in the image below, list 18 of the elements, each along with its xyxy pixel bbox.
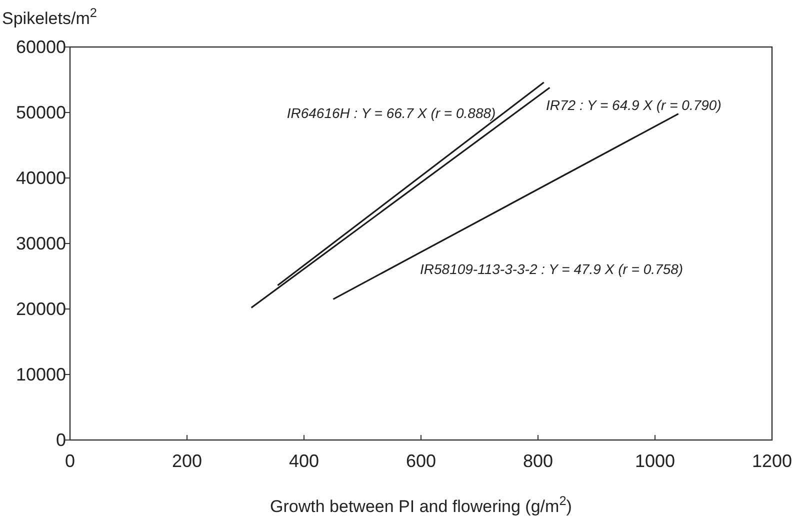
y-tick-label: 30000: [16, 234, 66, 254]
y-axis-title: Spikelets/m$^{2}$: [2, 4, 97, 28]
x-tick-label: 1000: [634, 451, 676, 471]
y-tick-label: 10000: [16, 364, 66, 384]
y-tick-label: 60000: [16, 37, 66, 57]
series-label: IR58109-113-3-3-2 : Y = 47.9 X (r = 0.758): [420, 261, 684, 277]
y-tick-label: 20000: [16, 299, 66, 319]
y-tick-label: 40000: [16, 168, 66, 188]
x-tick-label: 200: [172, 451, 202, 471]
x-tick-label: 400: [288, 451, 320, 471]
x-tick-label: 600: [406, 451, 436, 471]
x-axis-title: Growth between PI and flowering (g/m$^{2}$): [270, 492, 572, 516]
series-label: IR72 : Y = 64.9 X (r = 0.790): [546, 97, 722, 113]
series-label: IR64616H : Y = 66.7 X (r = 0.888): [286, 105, 496, 121]
x-tick-label: 1200: [752, 451, 792, 471]
x-tick-label: 800: [522, 451, 554, 471]
y-tick-label: 50000: [16, 102, 66, 122]
y-tick-label: 0: [56, 430, 66, 450]
